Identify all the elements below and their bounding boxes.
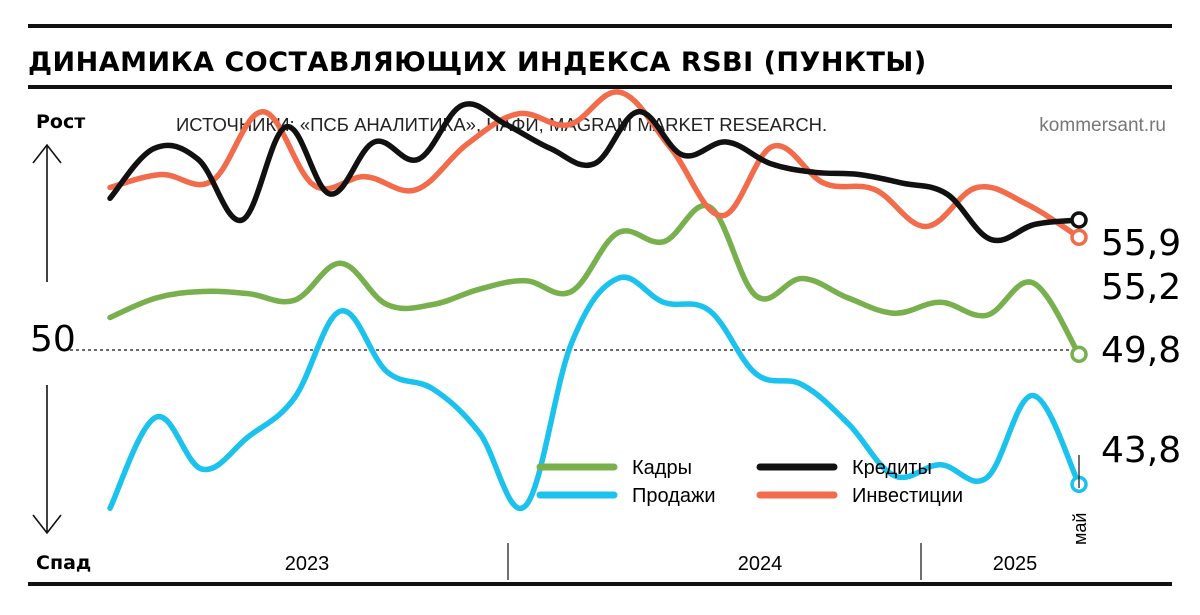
arrow-up-icon [32,143,62,164]
legend: Кадры Кредиты Продажи Инвестиции [536,457,963,507]
end-marker-kadry [1070,345,1088,364]
end-label-investicii: 55,2 [1101,267,1181,308]
chart-title: ДИНАМИКА СОСТАВЛЯЮЩИХ ИНДЕКСА RSBI (ПУНК… [28,47,927,78]
end-label-prodazhi: 43,8 [1101,430,1181,471]
title-rule [28,85,1172,89]
end-marker-investicii [1070,228,1088,247]
series-line-prodazhi [107,274,1082,512]
end-marker-kredity [1070,211,1088,229]
arrow-down-icon [32,514,62,535]
end-labels: 43,8 49,8 55,255,9 [1101,223,1181,471]
top-rule [28,24,1172,28]
series-layer [107,89,1088,512]
series-line-kredity [107,101,1082,244]
legend-label-prodazhi: Продажи [632,485,716,507]
end-label-kredity: 55,9 [1101,223,1181,264]
axis-top-label: Рост [36,111,85,133]
year-label-2024: 2024 [738,553,783,575]
bottom-rule [28,582,1172,586]
series-line-kadry [107,202,1082,358]
site-credit: kommersant.ru [1039,115,1166,136]
reference-label: 50 [30,319,76,360]
series-line-investicii [107,89,1082,241]
year-label-2025: 2025 [993,553,1038,575]
axis-bottom-label: Спад [36,552,91,574]
legend-label-investicii: Инвестиции [852,485,963,507]
legend-label-kredity: Кредиты [852,457,932,479]
year-label-2023: 2023 [285,553,330,575]
legend-label-kadry: Кадры [632,457,692,479]
may-label: май [1070,513,1090,545]
end-label-kadry: 49,8 [1101,330,1181,371]
